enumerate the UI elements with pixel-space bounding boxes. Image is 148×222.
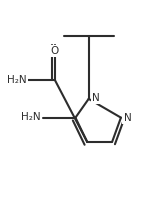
Text: N: N (124, 113, 132, 123)
Text: O: O (51, 46, 59, 56)
Text: N: N (92, 93, 100, 103)
Text: H₂N: H₂N (21, 111, 41, 121)
Text: H₂N: H₂N (7, 75, 26, 85)
